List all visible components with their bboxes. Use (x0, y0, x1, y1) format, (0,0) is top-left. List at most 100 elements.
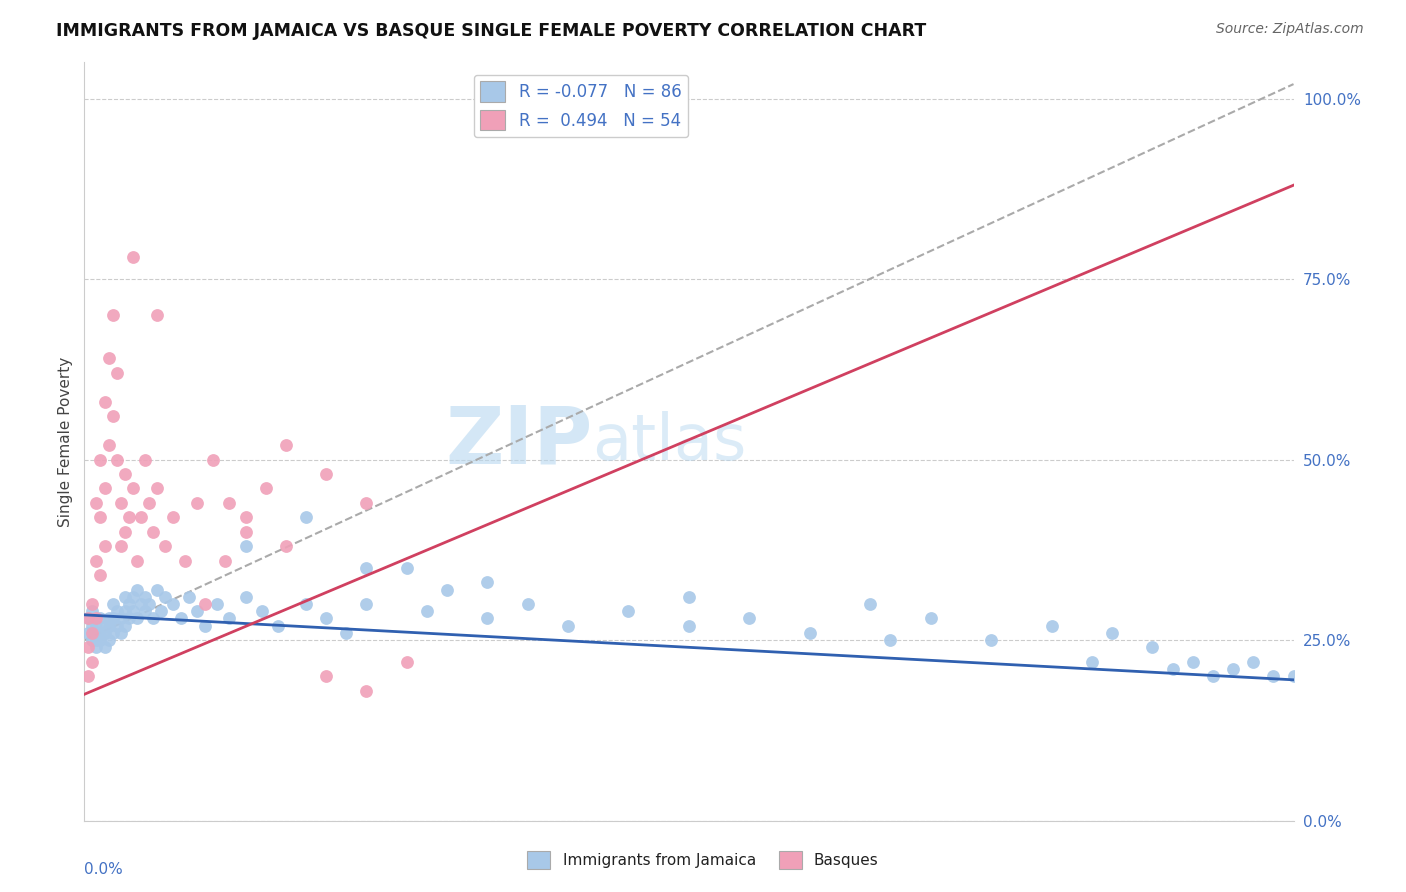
Point (121, 482, 143, 496)
Point (89, 568, 111, 582)
Point (235, 539, 257, 553)
Point (125, 582, 148, 597)
Point (186, 496, 208, 510)
Point (1040, 618, 1063, 632)
Point (142, 524, 165, 539)
Point (516, 597, 538, 611)
Y-axis label: Single Female Poverty: Single Female Poverty (58, 357, 73, 526)
Point (146, 582, 169, 597)
Point (114, 604, 136, 618)
Point (121, 604, 143, 618)
Point (105, 366, 128, 380)
Point (174, 554, 197, 568)
Point (235, 590, 257, 604)
Text: IMMIGRANTS FROM JAMAICA VS BASQUE SINGLE FEMALE POVERTY CORRELATION CHART: IMMIGRANTS FROM JAMAICA VS BASQUE SINGLE… (56, 22, 927, 40)
Point (170, 611, 193, 625)
Point (254, 482, 277, 496)
Point (678, 590, 700, 604)
Text: atlas: atlas (592, 410, 747, 473)
Point (82, 633, 104, 648)
Point (125, 554, 148, 568)
Point (118, 510, 141, 524)
Point (799, 626, 821, 640)
Point (82, 626, 104, 640)
Point (250, 604, 273, 618)
Point (267, 618, 290, 632)
Point (93, 618, 115, 632)
Text: ZIP: ZIP (444, 402, 592, 481)
Point (134, 590, 156, 604)
Point (97, 633, 120, 648)
Point (89, 626, 111, 640)
Point (134, 452, 156, 467)
Point (477, 575, 499, 590)
Point (1202, 669, 1225, 683)
Point (162, 597, 184, 611)
Point (93, 539, 115, 553)
Point (105, 618, 128, 632)
Point (77, 611, 100, 625)
Point (93, 640, 115, 655)
Point (235, 524, 257, 539)
Point (97, 351, 120, 366)
Point (97, 618, 120, 632)
Point (118, 597, 141, 611)
Point (436, 582, 458, 597)
Point (93, 394, 115, 409)
Point (356, 683, 378, 698)
Point (395, 655, 418, 669)
Point (194, 597, 217, 611)
Point (274, 438, 297, 452)
Point (153, 539, 176, 553)
Point (295, 510, 318, 524)
Point (395, 561, 418, 575)
Point (356, 561, 378, 575)
Point (101, 626, 124, 640)
Point (1161, 662, 1184, 676)
Point (121, 251, 143, 265)
Point (1142, 640, 1164, 655)
Legend: R = -0.077   N = 86, R =  0.494   N = 54: R = -0.077 N = 86, R = 0.494 N = 54 (474, 75, 688, 136)
Point (77, 626, 100, 640)
Point (89, 633, 111, 648)
Point (980, 633, 1002, 648)
Point (134, 604, 156, 618)
Point (1222, 662, 1244, 676)
Point (1241, 655, 1264, 669)
Point (101, 597, 124, 611)
Point (218, 496, 240, 510)
Point (114, 590, 136, 604)
Point (274, 539, 297, 553)
Point (214, 554, 236, 568)
Point (86, 626, 108, 640)
Point (86, 618, 108, 632)
Point (153, 590, 176, 604)
Point (82, 604, 104, 618)
Point (235, 510, 257, 524)
Point (202, 452, 225, 467)
Point (859, 597, 882, 611)
Point (194, 618, 217, 632)
Point (89, 452, 111, 467)
Point (93, 626, 115, 640)
Point (142, 611, 165, 625)
Point (110, 611, 132, 625)
Text: 0.0%: 0.0% (84, 863, 124, 878)
Point (315, 669, 337, 683)
Point (129, 597, 152, 611)
Point (110, 626, 132, 640)
Point (97, 438, 120, 452)
Text: Source: ZipAtlas.com: Source: ZipAtlas.com (1216, 22, 1364, 37)
Point (93, 482, 115, 496)
Point (678, 618, 700, 632)
Point (118, 611, 141, 625)
Point (146, 308, 169, 322)
Point (101, 308, 124, 322)
Point (138, 597, 160, 611)
Point (114, 524, 136, 539)
Point (129, 510, 152, 524)
Legend: Immigrants from Jamaica, Basques: Immigrants from Jamaica, Basques (522, 845, 884, 875)
Point (82, 597, 104, 611)
Point (114, 467, 136, 481)
Point (920, 611, 942, 625)
